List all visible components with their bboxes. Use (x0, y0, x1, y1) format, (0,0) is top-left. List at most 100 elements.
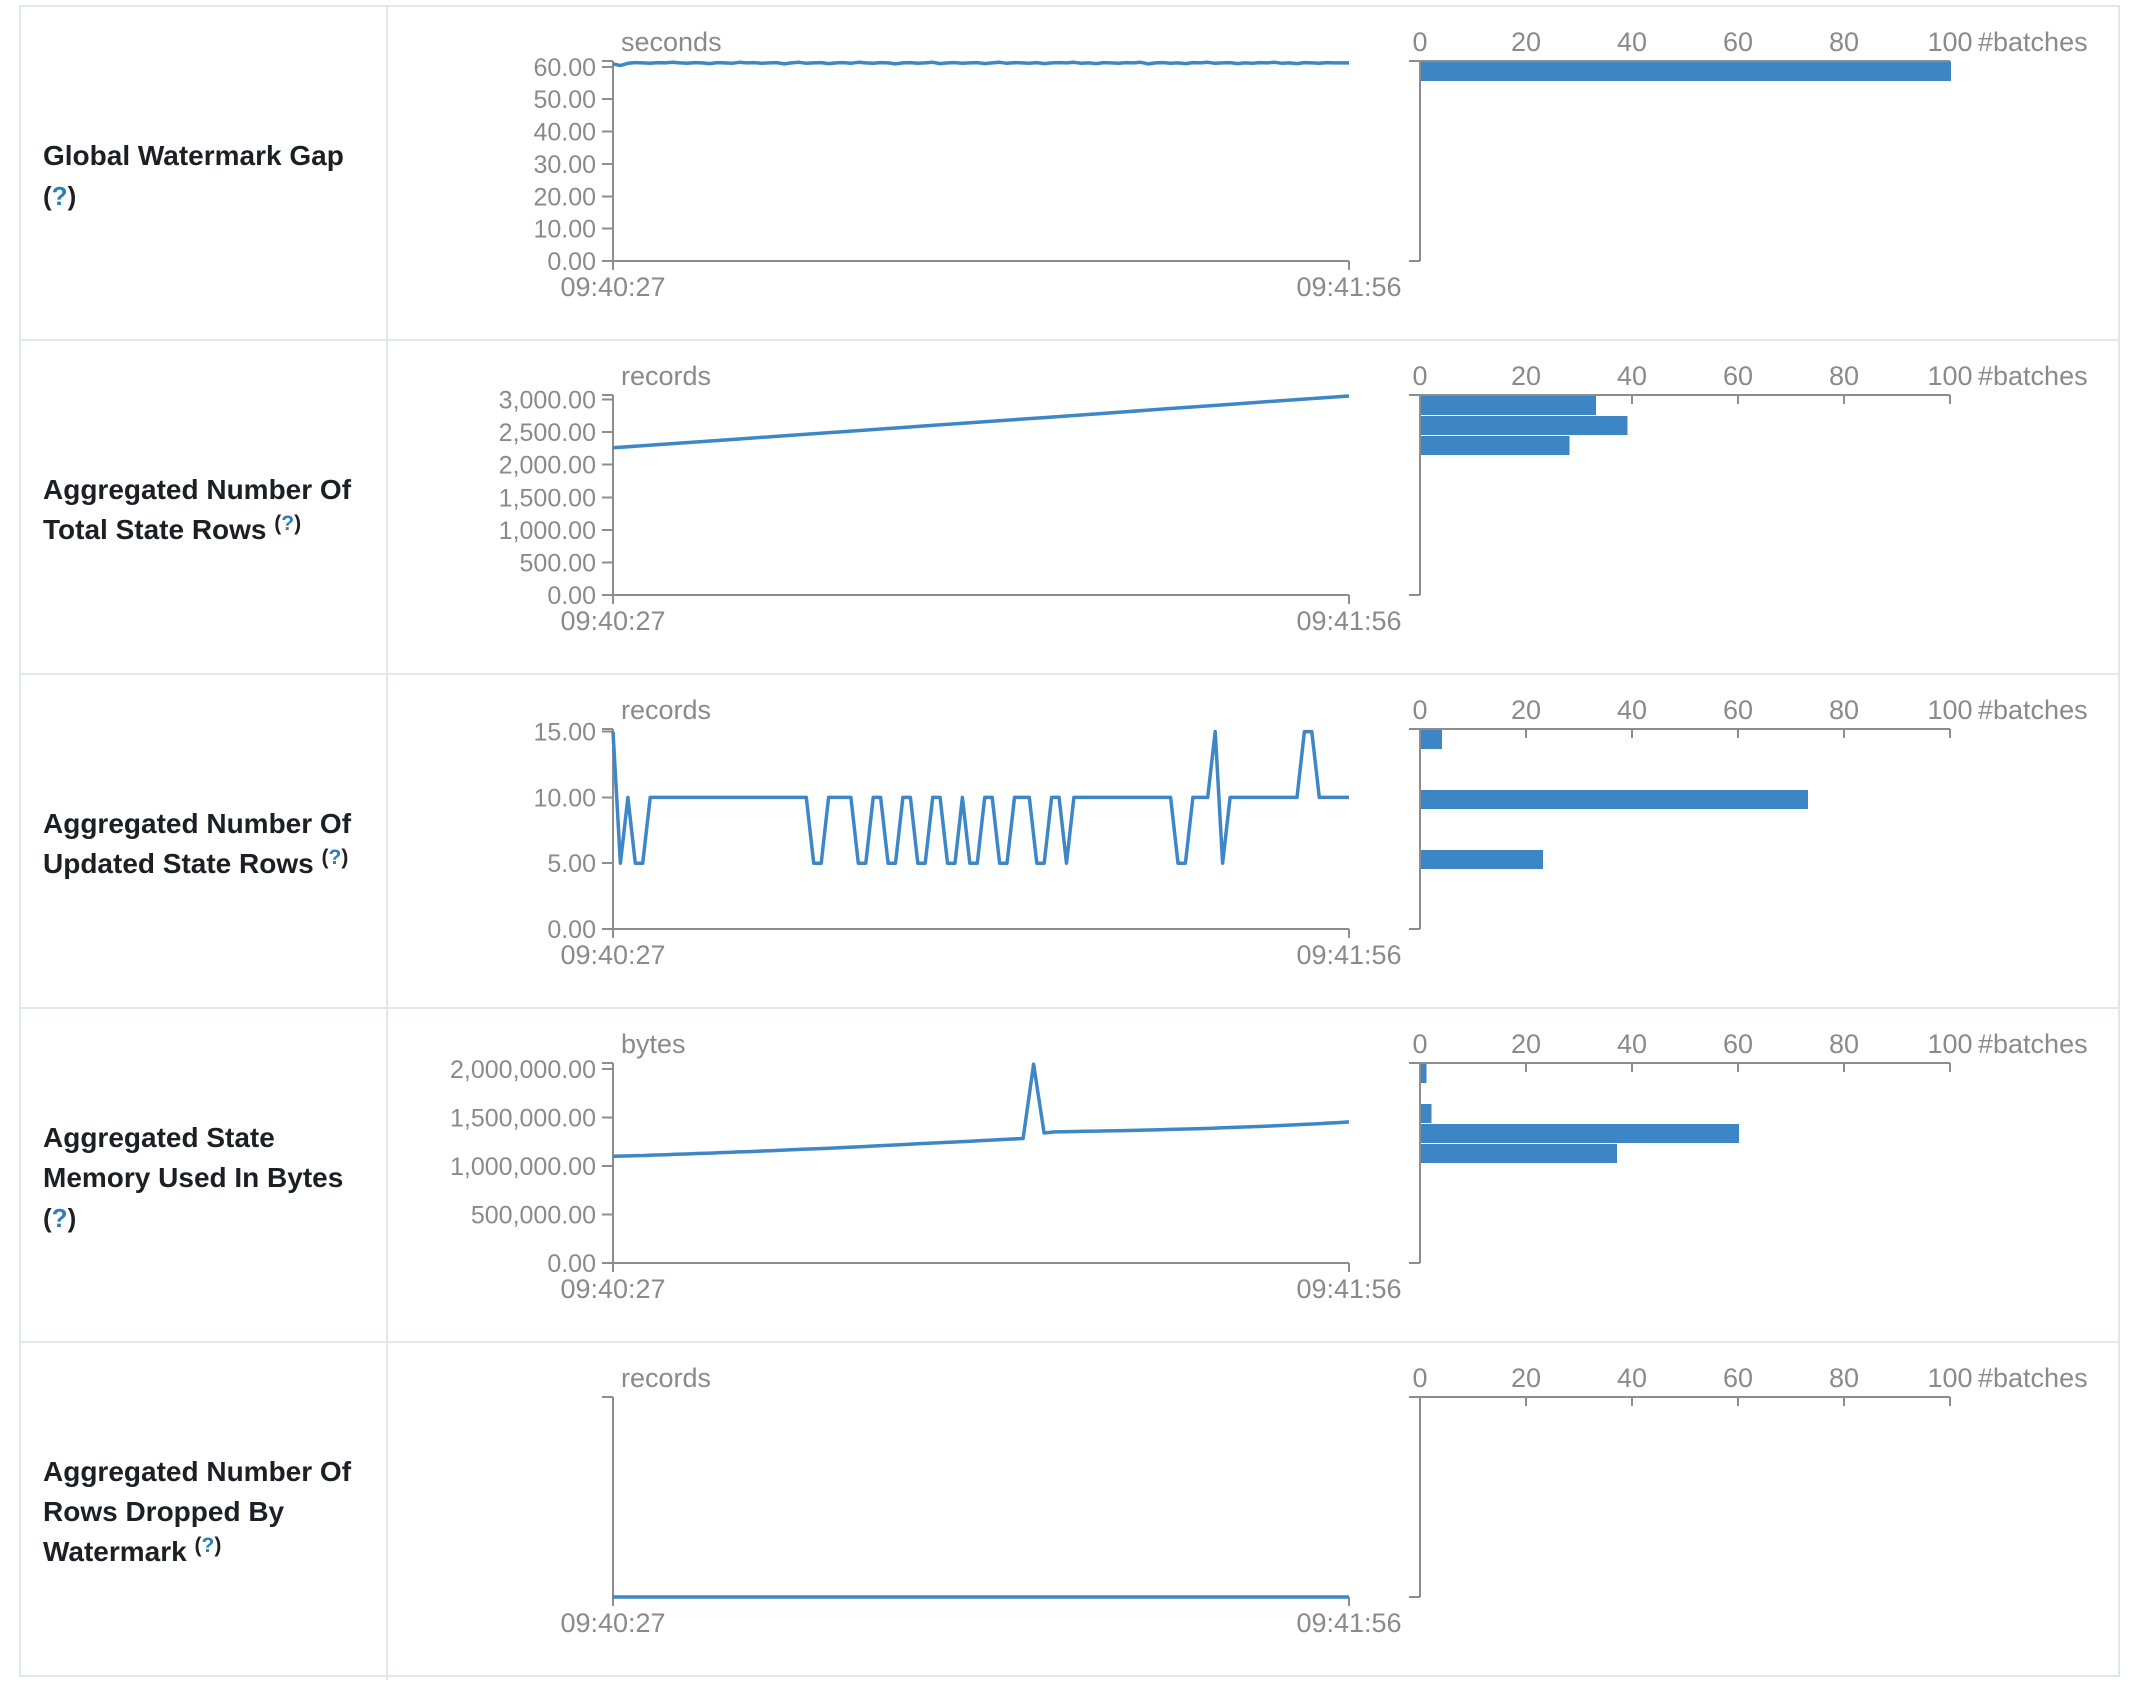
metric-charts-svg: seconds 60.00 50.00 40.00 30.00 20.00 10.00 0.0… (533, 27, 2088, 302)
histogram-bar (1421, 62, 1951, 81)
metric-label-line: Memory Used In Bytes (43, 1161, 344, 1193)
histogram-tick-label: 0 (1412, 27, 1427, 57)
help-tooltip-link[interactable]: (?) (194, 1533, 222, 1557)
histogram-tick-label: 60 (1723, 695, 1753, 725)
help-question-icon[interactable]: ? (328, 845, 342, 869)
histogram-tick-label: 0 (1412, 695, 1427, 725)
histogram-chart: 0 20 40 60 80 100 #batches (1409, 695, 2088, 930)
histogram-tick-label: 0 (1412, 1029, 1427, 1059)
help-tooltip-link[interactable]: (?) (274, 511, 302, 535)
histogram-bar (1421, 850, 1543, 869)
metric-line (612, 60, 1349, 68)
histogram-axis-label: #batches (1978, 1363, 2088, 1393)
histogram-tick-label: 40 (1617, 1363, 1647, 1393)
help-question-icon[interactable]: ? (201, 1533, 215, 1557)
histogram-axis-label: #batches (1978, 361, 2088, 391)
metric-row: Aggregated State Memory Used In Bytes (?) … (21, 1009, 2118, 1346)
help-tooltip-link[interactable]: (?) (43, 180, 77, 211)
charts-cell: seconds 60.00 50.00 40.00 30.00 20.00 10.00 0.0… (388, 7, 2118, 344)
metric-label-line: Watermark (?) (43, 1533, 222, 1567)
histogram-tick-label: 60 (1723, 27, 1753, 57)
y-tick-label: 20.00 (533, 183, 596, 211)
histogram-axis-label: #batches (1978, 1029, 2088, 1059)
histogram-tick-label: 20 (1511, 27, 1541, 57)
timeline-unit-label: records (621, 1363, 711, 1393)
help-question-icon[interactable]: ? (281, 511, 295, 535)
metric-label: Aggregated Number Of Rows Dropped By Water… (21, 1343, 388, 1680)
metric-label-line: Aggregated Number Of (43, 807, 352, 839)
y-tick-label: 0.00 (547, 248, 596, 276)
histogram-tick-label: 60 (1723, 1029, 1753, 1059)
metric-line (611, 729, 1349, 865)
metric-label: Aggregated Number Of Total State Rows (?) (21, 341, 388, 678)
histogram-bar (1421, 1064, 1427, 1083)
histogram-tick-label: 40 (1617, 27, 1647, 57)
timeline-unit-label: records (621, 695, 711, 725)
y-tick-label: 3,000.00 (499, 387, 596, 415)
y-tick-label: 0.00 (547, 916, 596, 944)
metric-label-line: (?) (43, 176, 366, 216)
histogram-tick-label: 60 (1723, 1363, 1753, 1393)
metric-label: Global Watermark Gap (?) (21, 7, 388, 344)
help-tooltip-link[interactable]: (?) (321, 845, 349, 869)
y-tick-label: 1,000.00 (499, 517, 596, 545)
metric-label-line: Total State Rows (?) (43, 511, 302, 545)
metric-label: Aggregated State Memory Used In Bytes (?) (21, 1009, 388, 1346)
histogram-tick-label: 20 (1511, 361, 1541, 391)
y-tick-label: 10.00 (533, 216, 596, 244)
metric-label-line: Updated State Rows (?) (43, 845, 349, 879)
histogram-chart: 0 20 40 60 80 100 #batches (1409, 1029, 2088, 1264)
y-tick-label: 500,000.00 (471, 1202, 596, 1230)
histogram-tick-label: 40 (1617, 695, 1647, 725)
histogram-tick-label: 0 (1412, 361, 1427, 391)
metric-label-line: Aggregated Number Of (43, 473, 352, 505)
histogram-tick-label: 0 (1412, 1363, 1427, 1393)
streaming-metrics-table: Global Watermark Gap (?) seconds 60.00 50.0… (19, 5, 2120, 1680)
x-start-time-label: 09:40:27 (560, 1608, 665, 1638)
y-tick-label: 2,000.00 (499, 452, 596, 480)
metric-charts-svg: bytes 2,000,000.00 1,500,000.00 1,000,000.0… (450, 1029, 2088, 1304)
timeline-chart: records 09:40:27 09:41:56 (560, 1363, 1401, 1638)
charts-cell: records 3,000.00 2,500.00 2,000.00 1,500.00 1… (388, 341, 2118, 678)
metric-label-line: Global Watermark Gap (43, 139, 344, 171)
y-tick-label: 50.00 (533, 86, 596, 114)
x-end-time-label: 09:41:56 (1296, 1274, 1401, 1304)
help-tooltip-link[interactable]: (?) (43, 1202, 77, 1233)
timeline-chart: records 3,000.00 2,500.00 2,000.00 1,500.00 1… (499, 361, 1402, 636)
histogram-tick-label: 100 (1927, 361, 1972, 391)
histogram-tick-label: 20 (1511, 1029, 1541, 1059)
histogram-bar (1421, 396, 1596, 415)
metric-charts-svg: records 09:40:27 09:41:56 0 20 40 60 80 100 #batc… (560, 1363, 2088, 1638)
y-tick-label: 60.00 (533, 54, 596, 82)
histogram-bar (1421, 730, 1443, 749)
charts-cell: records 09:40:27 09:41:56 0 20 40 60 80 100 #batc… (388, 1343, 2118, 1680)
y-tick-label: 0.00 (547, 582, 596, 610)
y-tick-label: 40.00 (533, 119, 596, 147)
histogram-tick-label: 100 (1927, 1363, 1972, 1393)
timeline-unit-label: records (621, 361, 711, 391)
histogram-tick-label: 80 (1829, 695, 1859, 725)
x-start-time-label: 09:40:27 (560, 940, 665, 970)
metric-label-line: Rows Dropped By (43, 1495, 285, 1527)
y-tick-label: 500.00 (520, 549, 596, 577)
histogram-tick-label: 80 (1829, 27, 1859, 57)
histogram-tick-label: 100 (1927, 695, 1972, 725)
metric-row: Global Watermark Gap (?) seconds 60.00 50.0… (21, 7, 2118, 344)
metric-label-line: Aggregated Number Of (43, 1455, 352, 1487)
y-tick-label: 0.00 (547, 1250, 596, 1278)
help-question-icon[interactable]: ? (51, 180, 68, 211)
charts-cell: bytes 2,000,000.00 1,500,000.00 1,000,000.0… (388, 1009, 2118, 1346)
y-tick-label: 2,000,000.00 (450, 1056, 596, 1084)
x-end-time-label: 09:41:56 (1296, 272, 1401, 302)
histogram-bar (1421, 436, 1570, 455)
histogram-bar (1421, 1104, 1432, 1123)
help-question-icon[interactable]: ? (51, 1202, 68, 1233)
metric-label-line: Aggregated State (43, 1121, 275, 1153)
x-start-time-label: 09:40:27 (560, 272, 665, 302)
timeline-chart: seconds 60.00 50.00 40.00 30.00 20.00 10.00 0.0… (533, 27, 1401, 302)
histogram-axis-label: #batches (1978, 27, 2088, 57)
timeline-chart: bytes 2,000,000.00 1,500,000.00 1,000,000.0… (450, 1029, 1402, 1304)
histogram-chart: 0 20 40 60 80 100 #batches (1409, 1363, 2088, 1598)
